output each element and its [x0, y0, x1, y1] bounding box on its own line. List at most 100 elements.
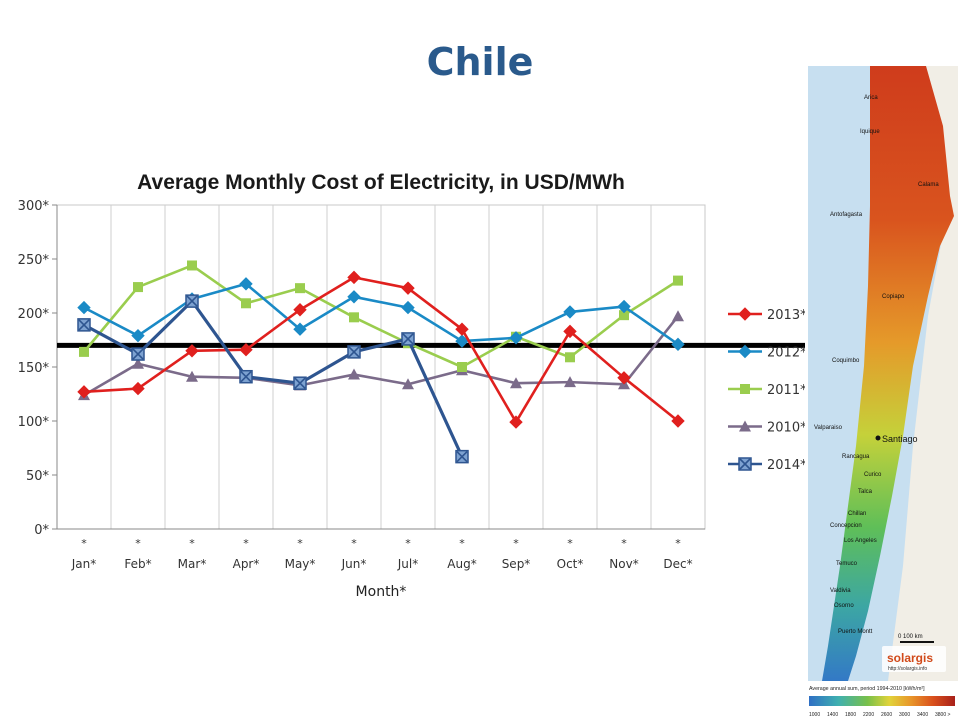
- map-scale-label: 0 100 km: [898, 634, 923, 640]
- data-point: [347, 270, 361, 285]
- data-point: [239, 369, 253, 384]
- data-point: [455, 449, 469, 464]
- x-tick-mark-label: *: [243, 537, 249, 550]
- map-legend-value: 1400: [827, 712, 838, 718]
- data-point: [347, 290, 361, 304]
- data-point: [187, 260, 197, 271]
- series-line: [83, 315, 680, 397]
- x-tick-label: Sep*: [502, 557, 531, 571]
- x-tick-label: Mar*: [178, 557, 207, 571]
- data-point: [293, 303, 307, 317]
- data-point: [565, 352, 575, 363]
- map-legend-value: 3800 >: [935, 712, 951, 718]
- data-point: [132, 357, 144, 369]
- data-point: [509, 415, 523, 429]
- legend-marker: [738, 457, 752, 471]
- x-tick-mark-label: *: [351, 537, 357, 550]
- y-tick-label: 100*: [18, 415, 50, 430]
- data-point: [133, 282, 143, 293]
- slide-title: Chile: [426, 40, 534, 84]
- data-point: [672, 310, 684, 322]
- y-axis: 0* 50* 100* 150* 200* 250* 300*: [18, 199, 58, 538]
- map-label: Valdivia: [830, 588, 851, 594]
- legend-item: 2011*: [728, 383, 805, 398]
- map-label: Chillan: [848, 511, 866, 517]
- data-point: [77, 300, 91, 315]
- x-tick-label: Aug*: [447, 557, 476, 571]
- data-point: [186, 370, 198, 382]
- x-tick-label: Jul*: [397, 557, 418, 571]
- map-legend-value: 2600: [881, 712, 892, 718]
- legend-marker: [738, 307, 752, 321]
- x-tick-mark-label: *: [513, 537, 519, 550]
- series-group: [77, 260, 685, 464]
- map-legend-caption: Average annual sum, period 1994-2010 [kW…: [809, 686, 925, 692]
- map-label: Antofagasta: [830, 212, 863, 218]
- legend-item: 2012*: [728, 344, 805, 361]
- series-2013: [77, 270, 685, 429]
- x-tick-mark-label: *: [189, 537, 195, 550]
- map-legend-value: 1000: [809, 712, 820, 718]
- series-line: [83, 276, 679, 424]
- line-chart: Average Monthly Cost of Electricity, in …: [18, 171, 805, 600]
- x-tick-mark-label: *: [405, 537, 411, 550]
- map-label: Curico: [864, 472, 882, 478]
- marker-cross: [78, 319, 90, 331]
- legend-marker: [738, 344, 752, 359]
- data-point: [79, 346, 89, 357]
- data-point: [563, 305, 577, 319]
- x-tick-label: Oct*: [557, 557, 584, 571]
- map-label: Santiago: [882, 434, 918, 444]
- map-label: Puerto Montt: [838, 629, 873, 635]
- map-label: Rancagua: [842, 454, 870, 460]
- map-label: Copiapo: [882, 294, 905, 300]
- data-point: [455, 322, 469, 336]
- map-label: Osorno: [834, 603, 854, 609]
- legend-label: 2012*: [767, 346, 805, 361]
- solar-map-chile: Arica Iquique Calama Antofagasta Copiapo…: [808, 66, 958, 720]
- x-tick-mark-label: *: [135, 537, 141, 550]
- map-label: Valparaiso: [814, 425, 843, 431]
- data-point: [131, 347, 145, 361]
- x-tick-label: Dec*: [663, 557, 692, 571]
- data-point: [617, 299, 631, 314]
- marker-cross: [456, 451, 468, 463]
- x-tick-label: Apr*: [233, 557, 260, 571]
- data-point: [402, 378, 414, 390]
- map-label: Concepcion: [830, 523, 862, 529]
- data-point: [185, 294, 199, 308]
- x-tick-mark-label: *: [675, 537, 681, 550]
- x-tick-label: Jan*: [71, 557, 97, 571]
- x-axis: * Jan* * Feb* * Mar* * Apr* * May* * Jun* * Jul* * Aug*…: [57, 528, 705, 571]
- data-point: [295, 283, 305, 294]
- series-line: [83, 299, 464, 458]
- x-tick-label: Jun*: [341, 557, 367, 571]
- map-color-scale: [809, 696, 955, 706]
- legend-label: 2010*: [767, 421, 805, 436]
- legend-marker: [739, 420, 751, 432]
- marker-cross: [294, 377, 306, 389]
- data-point: [671, 337, 685, 352]
- data-point: [509, 331, 523, 345]
- data-point: [131, 381, 145, 396]
- x-tick-mark-label: *: [567, 537, 573, 550]
- data-point: [671, 414, 685, 428]
- map-legend-values: 1000 1400 1800 2200 2600 3000 3400 3800 …: [809, 712, 951, 718]
- data-point: [455, 334, 469, 348]
- x-tick-mark-label: *: [621, 537, 627, 550]
- data-point: [77, 318, 91, 332]
- map-land-argentina: [888, 66, 958, 681]
- chart-grid: [56, 204, 706, 530]
- data-point: [347, 345, 361, 359]
- map-label: Calama: [918, 182, 939, 188]
- legend-label: 2013*: [767, 308, 805, 323]
- data-point: [239, 343, 253, 357]
- legend-label: 2011*: [767, 383, 805, 398]
- y-tick-label: 50*: [26, 469, 50, 484]
- map-legend-value: 1800: [845, 712, 856, 718]
- legend-item: 2010*: [728, 420, 805, 436]
- data-point: [185, 344, 199, 358]
- x-tick-mark-label: *: [297, 537, 303, 550]
- y-tick-label: 250*: [18, 253, 50, 268]
- data-point: [293, 376, 307, 390]
